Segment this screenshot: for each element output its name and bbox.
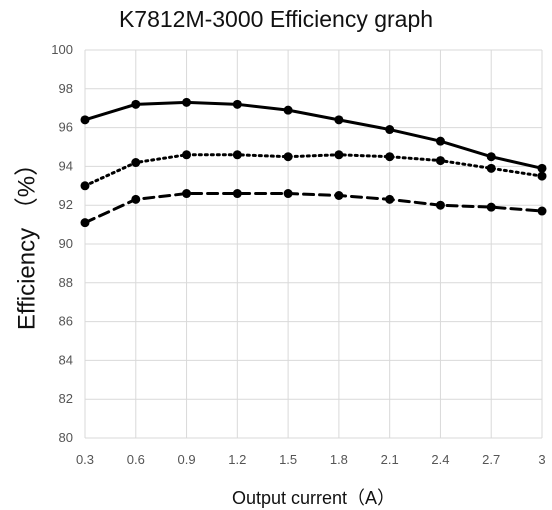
x-tick-label: 0.9 — [178, 452, 196, 467]
series-group — [80, 97, 547, 228]
y-tick-label: 98 — [59, 81, 73, 96]
series-3-point — [334, 191, 344, 200]
x-tick-label: 1.2 — [228, 452, 246, 467]
series-3-point — [537, 206, 547, 216]
x-tick-label: 2.1 — [381, 452, 399, 467]
y-tick-labels: 80 82 84 86 88 90 92 94 96 98 100 — [51, 42, 73, 445]
x-axis-label: Output current（A） — [231, 488, 396, 508]
series-1-point — [385, 125, 395, 135]
series-2-point — [283, 152, 293, 162]
series-line-2 — [83, 153, 544, 188]
chart-title: K7812M-3000 Efficiency graph — [118, 6, 434, 32]
x-tick-label: 1.8 — [330, 452, 348, 467]
y-tick-label: 100 — [51, 42, 73, 57]
x-tick-label: 2.7 — [482, 452, 500, 467]
series-2-point — [486, 163, 496, 173]
series-2-point — [334, 150, 344, 160]
series-3-point — [283, 189, 293, 199]
series-1-point — [80, 115, 90, 125]
x-tick-label: 2.4 — [431, 452, 449, 467]
series-2-point — [80, 181, 90, 191]
y-axis-label: Efficiency （%） — [13, 151, 41, 331]
series-line-1 — [83, 100, 544, 170]
x-tick-label: 3 — [538, 452, 545, 467]
series-1-point — [283, 105, 293, 115]
series-3-point — [182, 189, 192, 199]
grid — [84, 49, 543, 439]
y-tick-label: 80 — [59, 430, 73, 445]
series-1-point — [131, 99, 141, 109]
series-1-point — [537, 163, 547, 173]
y-tick-label: 82 — [59, 391, 73, 406]
series-2-point — [182, 150, 192, 160]
x-tick-labels: 0.3 0.6 0.9 1.2 1.5 1.8 2.1 2.4 2.7 3 — [76, 452, 546, 467]
x-tick-label: 0.6 — [127, 452, 145, 467]
y-tick-label: 90 — [59, 236, 73, 251]
series-1-point — [334, 115, 344, 125]
series-2-point — [537, 171, 547, 181]
y-tick-label: 92 — [59, 197, 73, 212]
series-3-point — [232, 189, 242, 199]
y-tick-label: 86 — [59, 314, 73, 329]
y-tick-label: 96 — [59, 120, 73, 135]
x-tick-label: 1.5 — [279, 452, 297, 467]
series-3-point — [385, 194, 395, 204]
series-3-point — [131, 194, 141, 204]
x-tick-label: 0.3 — [76, 452, 94, 467]
y-tick-label: 84 — [59, 352, 73, 367]
series-1-point — [182, 97, 192, 107]
y-tick-label: 94 — [59, 158, 73, 173]
series-3-point — [80, 218, 90, 228]
series-1-point — [232, 99, 242, 109]
series-3-point — [486, 202, 496, 212]
series-3-point — [435, 200, 445, 210]
series-1-point — [486, 152, 496, 162]
series-1-point — [435, 136, 445, 146]
series-2-point — [232, 150, 242, 160]
y-tick-label: 88 — [59, 275, 73, 290]
series-line-3 — [83, 192, 544, 225]
series-2-point — [385, 152, 395, 162]
series-2-point — [131, 158, 141, 168]
series-2-point — [435, 156, 445, 166]
